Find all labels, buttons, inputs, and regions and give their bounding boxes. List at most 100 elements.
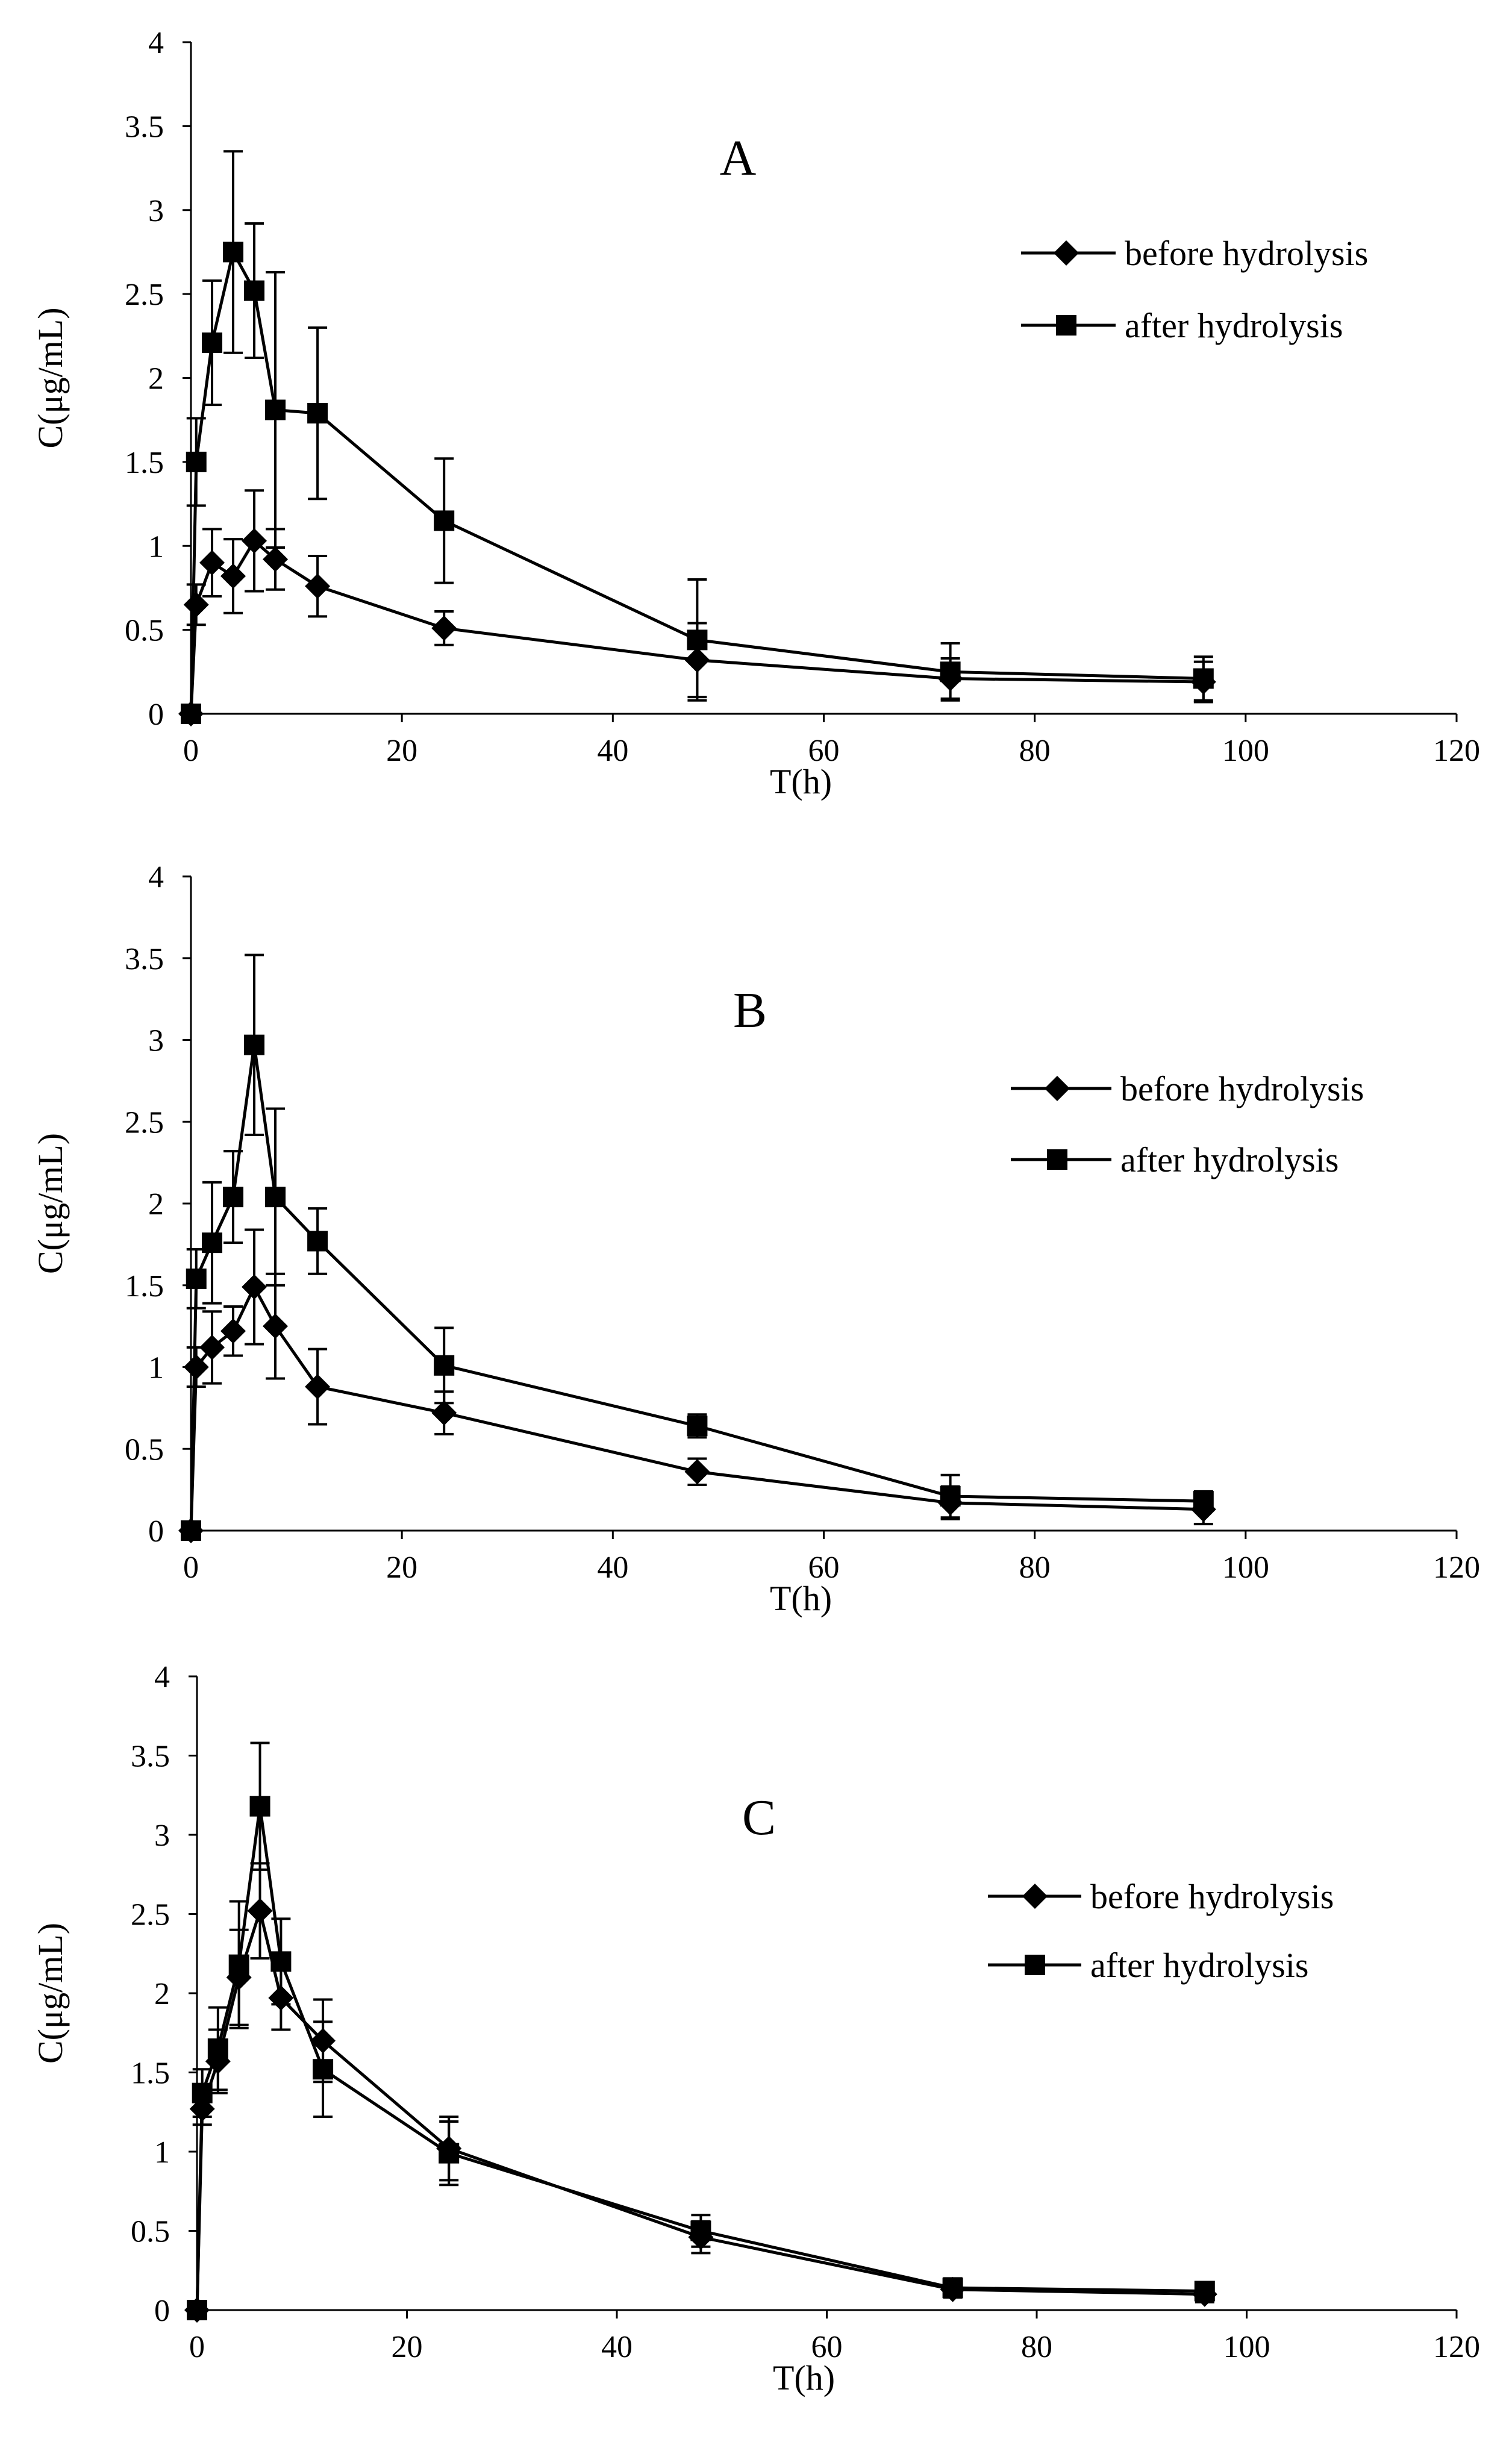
x-tick-label: 20: [386, 1550, 417, 1585]
data-point: [207, 2038, 228, 2059]
x-tick-label: 0: [183, 734, 199, 768]
legend-label: after hydrolysis: [1120, 1140, 1339, 1179]
data-point: [305, 573, 331, 599]
data-point: [183, 592, 209, 617]
y-axis-label: C(μg/mL): [31, 1923, 70, 2064]
chart-panel-c: 00.511.522.533.540 20 40 60 80 100 120T(h)C(μg…: [31, 1660, 1480, 2397]
data-point: [242, 528, 267, 554]
data-point: [687, 629, 708, 651]
y-tick-label: 0.5: [125, 614, 164, 648]
panel-label: B: [733, 982, 767, 1038]
data-point: [431, 615, 457, 641]
data-point: [183, 1354, 209, 1380]
legend-label: after hydrolysis: [1125, 306, 1343, 345]
x-tick-label: 60: [811, 2330, 843, 2364]
legend-label: before hydrolysis: [1120, 1069, 1364, 1108]
x-tick-label: 0: [183, 1550, 199, 1585]
data-point: [265, 399, 286, 420]
x-tick-label: 40: [601, 2330, 633, 2364]
data-point: [307, 403, 328, 424]
x-tick-label: 120: [1433, 1550, 1480, 1585]
y-tick-label: 3.5: [125, 942, 164, 976]
data-point: [249, 1796, 270, 1817]
series-diamond: [184, 1862, 1217, 2323]
data-point: [1193, 668, 1214, 689]
data-point: [220, 563, 246, 589]
x-axis-label: T(h): [773, 2358, 835, 2397]
data-point: [684, 1459, 710, 1485]
y-tick-label: 2: [148, 1187, 164, 1222]
x-tick-label: 20: [386, 734, 417, 768]
legend-label: before hydrolysis: [1090, 1877, 1334, 1916]
y-tick-label: 2.5: [125, 278, 164, 312]
data-point: [263, 546, 289, 572]
data-point: [247, 1898, 273, 1924]
y-tick-label: 3: [148, 1024, 164, 1058]
y-tick-label: 1: [148, 529, 164, 564]
y-tick-label: 1.5: [125, 1269, 164, 1304]
data-point: [270, 1951, 292, 1972]
x-tick-label: 20: [392, 2330, 423, 2364]
data-point: [228, 1954, 249, 1975]
legend-item-before: before hydrolysis: [1021, 234, 1368, 273]
data-point: [186, 1268, 207, 1289]
x-tick-label: 100: [1222, 734, 1269, 768]
data-point: [942, 2278, 963, 2299]
x-tick-label: 100: [1223, 2330, 1270, 2364]
x-tick-label: 80: [1019, 734, 1051, 768]
y-tick-label: 2: [154, 1977, 170, 2011]
data-point: [202, 332, 223, 353]
data-point: [192, 2082, 213, 2103]
data-point: [220, 1318, 246, 1344]
data-point: [1194, 2281, 1215, 2302]
chart-panel-b: 00.511.522.533.540 20 40 60 80 100 120T(h)C(μg…: [31, 860, 1480, 1618]
data-point: [223, 242, 244, 263]
data-point: [940, 1485, 961, 1507]
y-tick-label: 2.5: [131, 1898, 170, 1932]
data-point: [690, 2220, 711, 2241]
data-point: [187, 2300, 207, 2320]
x-tick-label: 100: [1222, 1550, 1269, 1585]
legend-label: before hydrolysis: [1125, 234, 1368, 273]
series-diamond: [178, 1228, 1216, 1543]
y-tick-label: 0: [148, 698, 164, 732]
y-tick-label: 1: [154, 2135, 170, 2170]
y-tick-label: 4: [148, 860, 164, 895]
x-tick-label: 40: [597, 1550, 628, 1585]
y-tick-label: 4: [154, 1660, 170, 1694]
data-point: [244, 280, 265, 301]
panel-label: C: [742, 1790, 776, 1846]
y-axis-label: C(μg/mL): [31, 1133, 70, 1274]
data-point: [181, 1520, 201, 1541]
data-point: [434, 1355, 455, 1376]
legend-marker: [1056, 315, 1076, 336]
data-point: [181, 704, 201, 724]
data-point: [305, 1374, 331, 1400]
data-point: [1193, 1491, 1214, 1512]
legend-item-after: after hydrolysis: [1021, 306, 1343, 345]
x-axis-label: T(h): [770, 762, 832, 801]
data-point: [687, 1416, 708, 1437]
data-point: [940, 661, 961, 682]
data-point: [439, 2143, 460, 2164]
x-tick-label: 60: [808, 734, 840, 768]
y-tick-label: 4: [148, 26, 164, 60]
series-square: [181, 150, 1214, 724]
legend-marker: [1022, 1884, 1048, 1909]
series-line: [189, 1283, 1204, 1531]
series-square: [187, 1741, 1215, 2320]
y-tick-label: 0.5: [125, 1432, 164, 1467]
data-point: [431, 1400, 457, 1426]
legend-marker: [1054, 240, 1079, 266]
legend-marker: [1047, 1149, 1067, 1170]
data-point: [242, 1274, 267, 1300]
y-tick-label: 3.5: [125, 110, 164, 144]
x-tick-label: 60: [808, 1550, 840, 1585]
x-tick-label: 120: [1433, 2330, 1480, 2364]
x-tick-label: 80: [1021, 2330, 1052, 2364]
x-tick-label: 120: [1433, 734, 1480, 768]
data-point: [265, 1187, 286, 1208]
data-point: [434, 510, 455, 531]
y-tick-label: 0: [148, 1514, 164, 1549]
